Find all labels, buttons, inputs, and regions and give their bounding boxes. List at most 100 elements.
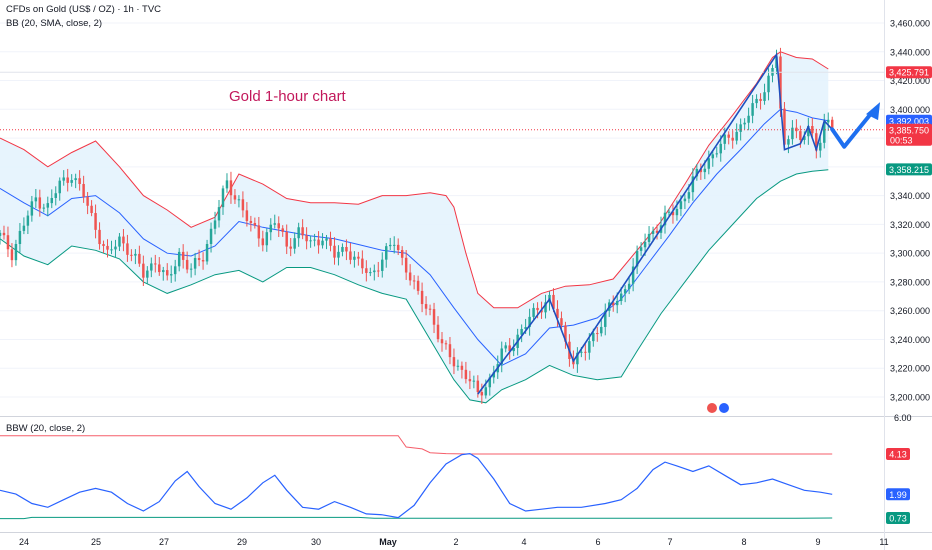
candle [297,222,300,247]
candle-body [452,357,456,367]
candle [532,303,535,321]
candle-body [377,270,380,272]
candle-body [396,244,400,251]
candle [357,251,360,266]
candle-body [500,348,503,365]
price-tick-label: 3,240.000 [890,335,930,345]
candle-body [381,259,384,271]
candle [396,238,400,256]
candle [611,295,615,312]
candle [38,189,42,217]
candle-body [245,210,249,221]
candle [229,171,233,204]
candle-body [795,127,798,132]
candle-body [38,197,42,209]
candle [349,242,352,265]
bbw-value-text: 1.99 [889,490,907,500]
candle [504,342,507,353]
candle [695,163,699,181]
candle [309,235,312,248]
projection-arrow-head [866,102,881,121]
candle-body [130,254,133,256]
candle [90,200,93,217]
candle [106,239,109,258]
candle [639,242,643,256]
price-tick-label: 3,260.000 [890,306,930,316]
candle-body [408,272,412,281]
candle-body [723,134,726,144]
candle [815,128,818,159]
candle [205,239,209,265]
candle [464,361,468,384]
candle-body [755,98,758,104]
candle-body [201,260,205,262]
candle-body [468,379,472,382]
candle-body [325,238,328,241]
candle [325,234,328,250]
candle-body [237,199,241,201]
candle-body [285,231,288,247]
candle-body [249,220,253,223]
bbw-value-box [886,488,910,501]
candle-body [540,310,543,313]
price-tick-label: 3,400.000 [890,105,930,115]
candle [177,248,181,272]
price-tick-label: 3,420.000 [890,76,930,86]
time-tick-label: 11 [879,537,888,547]
candle-body [233,195,237,200]
candle-body [54,193,57,198]
bollinger-band-fill [0,51,829,403]
candle-body [281,228,284,232]
candle-body [811,126,814,134]
candle [408,264,412,286]
candle-body [90,205,93,214]
candle-body [671,211,675,216]
flag-icon [719,403,729,413]
candle [237,195,241,208]
candle [114,239,117,259]
candle-body [807,126,810,137]
candle [420,282,424,313]
candle-body [78,178,81,184]
candle [795,119,798,139]
candle [472,375,476,389]
candle-body [627,283,631,290]
candle [627,275,631,295]
candle-body [18,230,22,244]
candle-body [823,122,826,143]
chart-annotation: Gold 1-hour chart [229,88,346,105]
projection-arrow [830,110,875,149]
candle [46,196,50,217]
candle-body [293,238,296,249]
candle [26,210,30,235]
candle [596,327,599,342]
candle [285,224,288,255]
candle [66,168,69,192]
candle-body [14,243,18,261]
candle [321,233,324,249]
candle [791,120,794,145]
symbol-header: CFDs on Gold (US$ / OZ) · 1h · TVC [6,4,162,15]
price-tick-label: 3,300.000 [890,249,930,259]
trend-line [477,52,833,395]
candle [150,257,153,278]
bbw-value-label: 4.13 [886,448,910,460]
candle [671,204,675,224]
candle [683,194,687,210]
candle-body [173,266,177,275]
candle [333,237,336,265]
candle [261,230,265,252]
candle-body [213,220,217,229]
price-label: 3,425.791 [886,66,932,79]
candle [584,343,587,361]
candle [412,275,416,290]
candle [126,234,129,262]
candle-body [699,168,703,173]
price-label-text: 3,358.215 [889,165,929,175]
candle [623,285,627,303]
bbw-tick-label: 6.00 [894,413,912,423]
candle-body [162,270,165,273]
candle-body [528,316,531,328]
candle-body [357,256,360,259]
